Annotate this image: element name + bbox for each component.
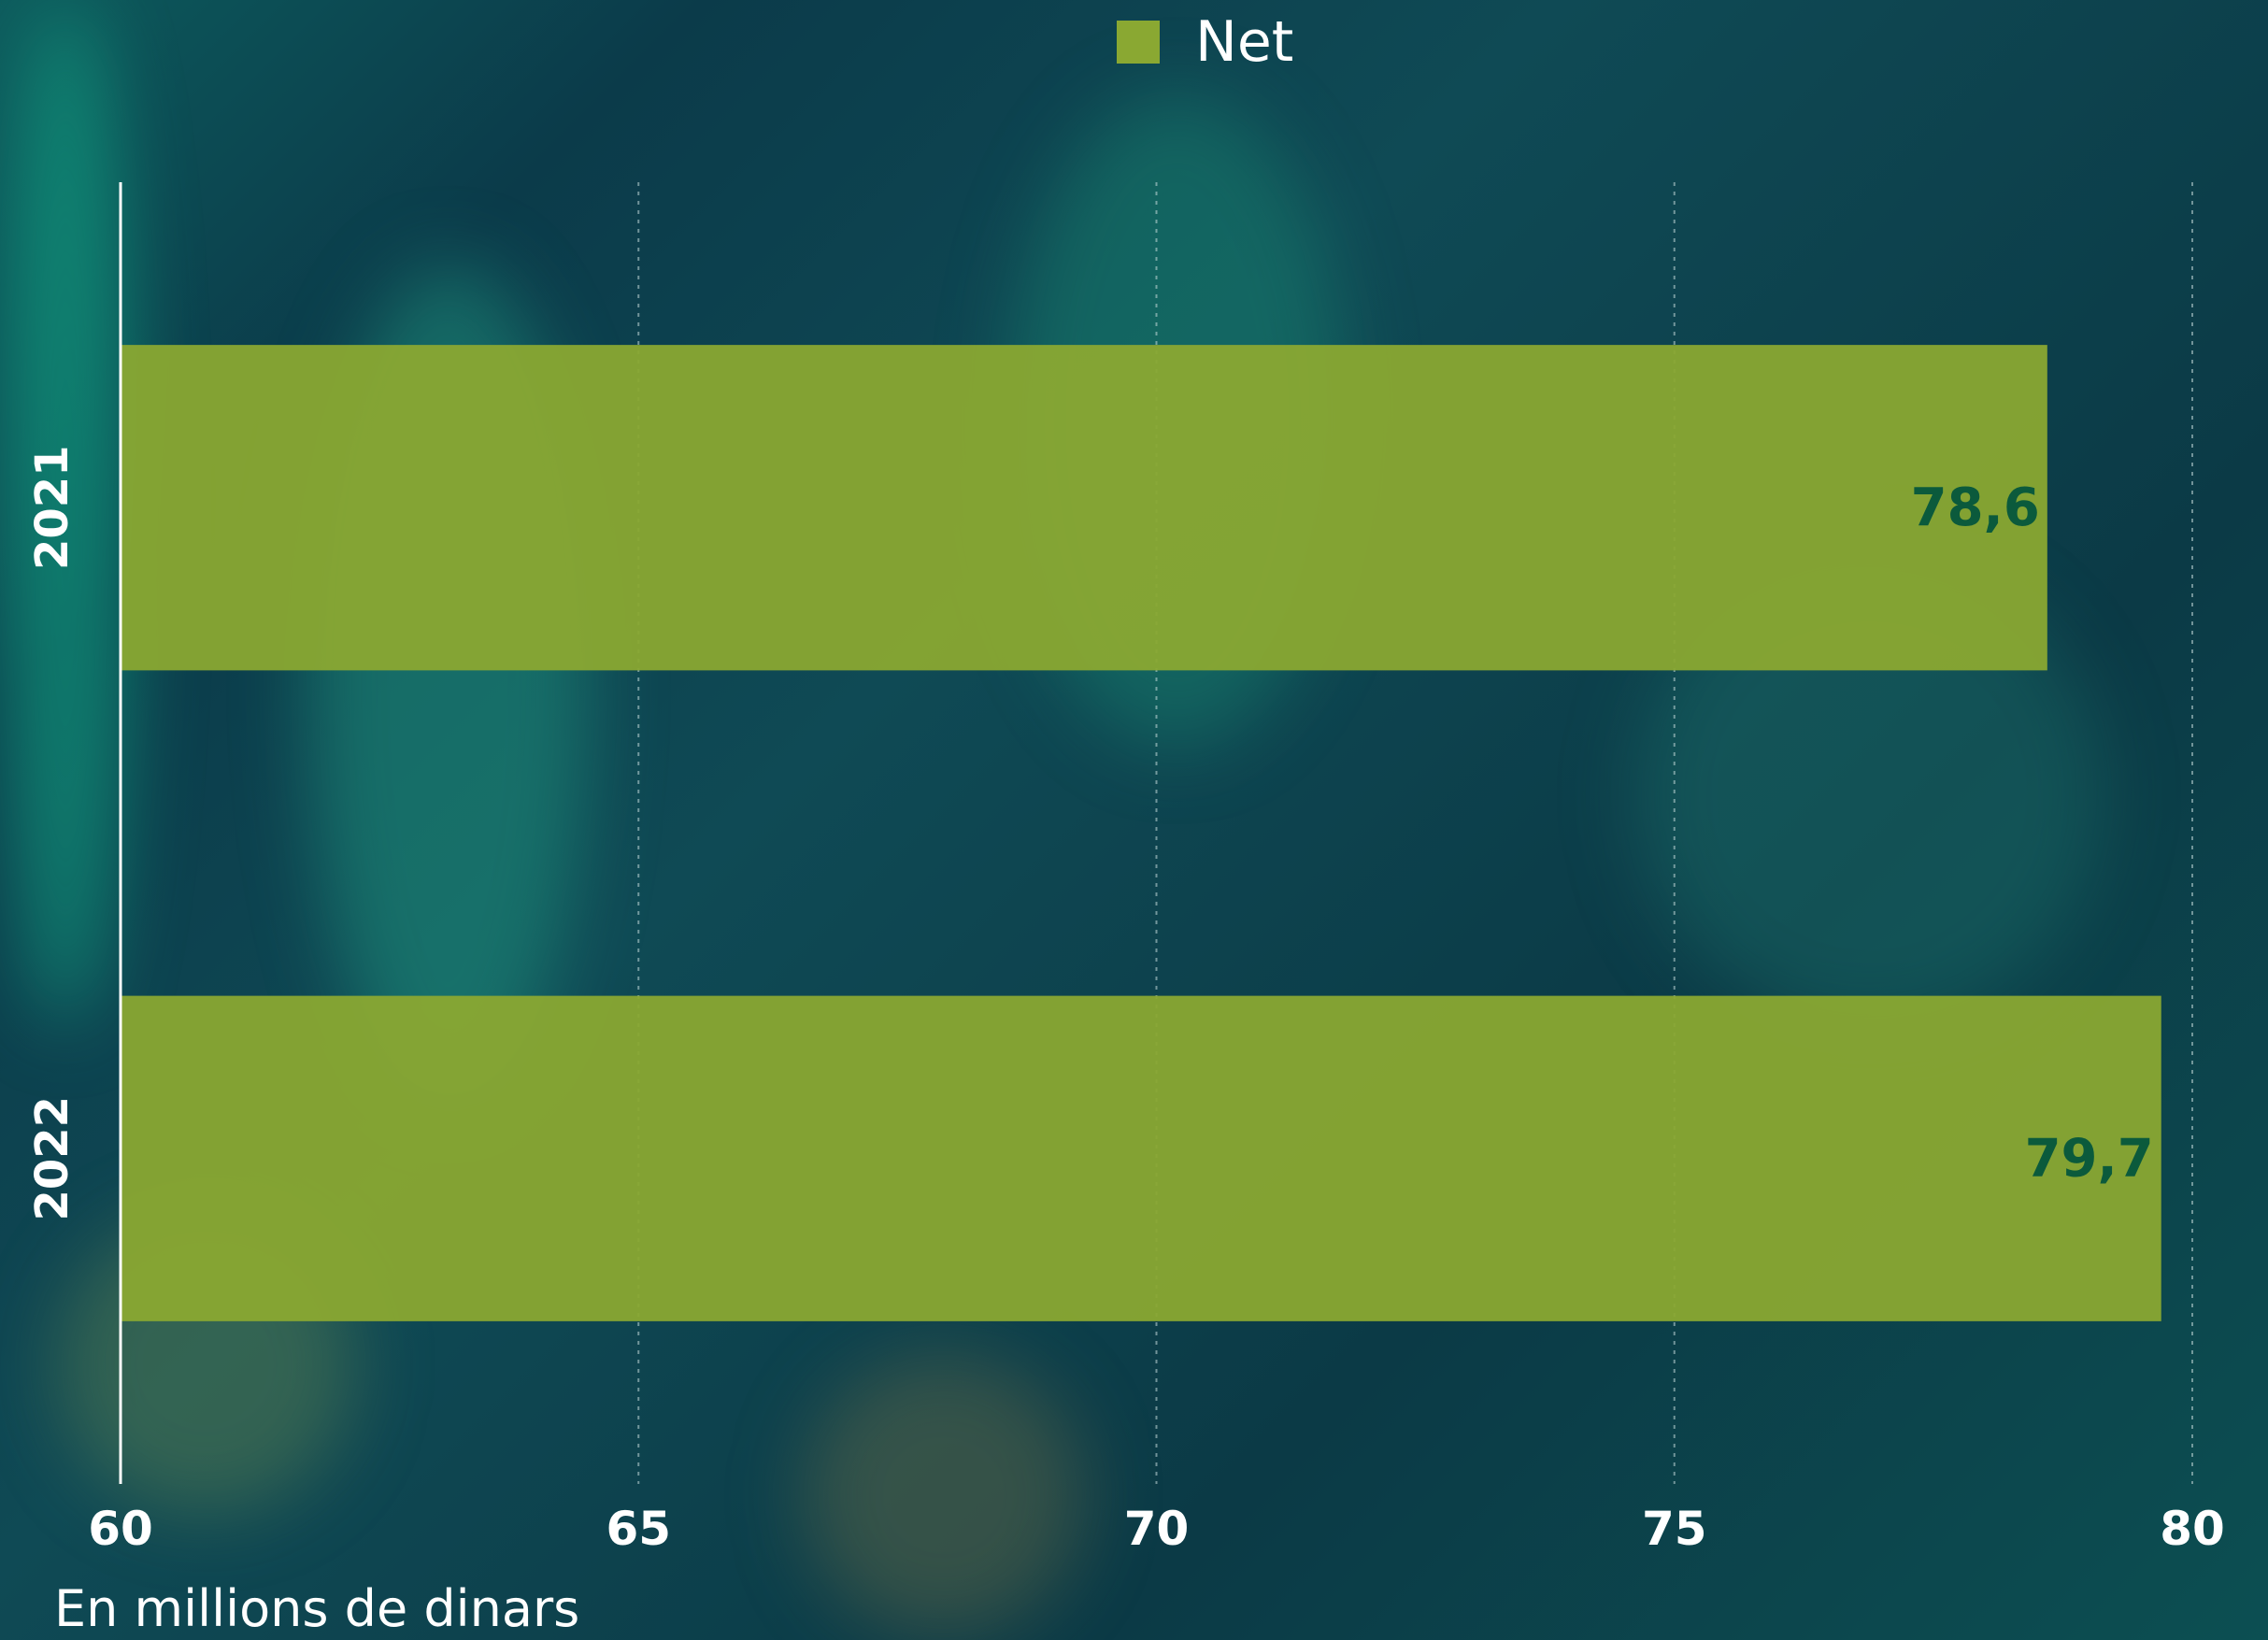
category-label: 2021 <box>26 445 78 570</box>
x-tick-label: 80 <box>2160 1502 2225 1556</box>
x-tick-label: 65 <box>606 1502 671 1556</box>
bar <box>121 345 2047 671</box>
legend-swatch <box>1117 21 1160 64</box>
legend-label: Net <box>1195 9 1294 75</box>
bar <box>121 995 2161 1321</box>
x-tick-label: 75 <box>1642 1502 1707 1556</box>
x-tick-label: 60 <box>88 1502 153 1556</box>
data-label: 78,6 <box>1911 478 2040 538</box>
data-label: 79,7 <box>2025 1128 2154 1189</box>
units-note: En millions de dinars <box>54 1579 580 1638</box>
x-tick-label: 70 <box>1124 1502 1190 1556</box>
category-label: 2022 <box>26 1096 78 1221</box>
legend: Net <box>1117 14 1293 70</box>
